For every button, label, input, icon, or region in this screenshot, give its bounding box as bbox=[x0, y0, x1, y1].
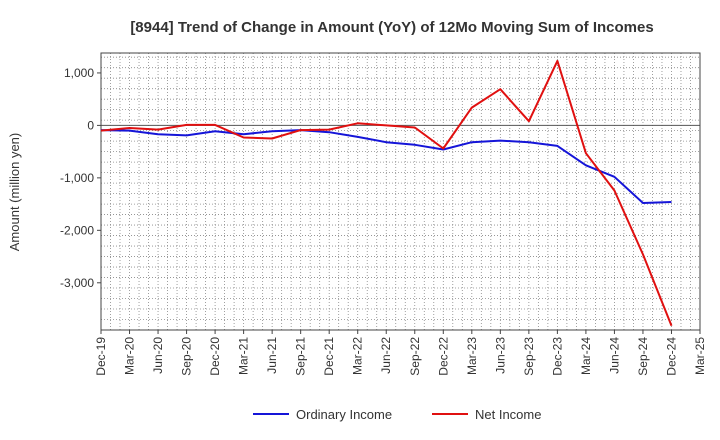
y-tick-label: 1,000 bbox=[64, 66, 94, 80]
gridlines bbox=[101, 53, 700, 330]
x-tick-label: Sep-22 bbox=[408, 337, 422, 376]
plot-border bbox=[100, 52, 701, 331]
x-tick-label: Jun-21 bbox=[265, 337, 279, 374]
axes: 1,000 0 -1,000 -2,000 -3,000 Dec-19 Mar-20 Jun-… bbox=[60, 52, 707, 376]
x-tick-label: Mar-21 bbox=[237, 337, 251, 375]
x-tick-label: Dec-21 bbox=[322, 337, 336, 376]
x-tick-label: Sep-24 bbox=[636, 337, 650, 376]
x-tick-label: Jun-20 bbox=[151, 337, 165, 374]
series-lines bbox=[100, 59, 673, 327]
x-tick-label: Sep-21 bbox=[294, 337, 308, 376]
chart-title: [8944] Trend of Change in Amount (YoY) o… bbox=[130, 19, 653, 36]
series-line-net-income bbox=[100, 59, 673, 327]
x-tick-label: Jun-23 bbox=[493, 337, 507, 374]
x-tick-label: Sep-20 bbox=[180, 337, 194, 376]
x-tick-label: Dec-24 bbox=[664, 337, 678, 376]
y-axis-label: Amount (million yen) bbox=[7, 133, 22, 252]
y-tick-label: -1,000 bbox=[60, 171, 94, 185]
x-tick-label: Mar-23 bbox=[465, 337, 479, 375]
legend-label: Net Income bbox=[475, 407, 541, 422]
x-tick-label: Mar-20 bbox=[123, 337, 137, 375]
x-tick-label: Sep-23 bbox=[522, 337, 536, 376]
x-tick-label: Jun-24 bbox=[607, 337, 621, 374]
y-tick-label: -3,000 bbox=[60, 276, 94, 290]
series-line-ordinary-income bbox=[100, 129, 672, 204]
x-tick-label: Dec-22 bbox=[436, 337, 450, 376]
plot-area bbox=[101, 53, 700, 330]
x-tick-label: Jun-22 bbox=[379, 337, 393, 374]
y-tick-label: 0 bbox=[87, 118, 94, 132]
x-tick-label: Dec-23 bbox=[550, 337, 564, 376]
x-tick-label: Dec-20 bbox=[208, 337, 222, 376]
x-tick-label: Dec-19 bbox=[94, 337, 108, 376]
x-tick-label: Mar-25 bbox=[693, 337, 707, 375]
legend: Ordinary Income Net Income bbox=[253, 407, 541, 422]
legend-label: Ordinary Income bbox=[296, 407, 392, 422]
x-tick-label: Mar-24 bbox=[579, 337, 593, 375]
x-tick-label: Mar-22 bbox=[351, 337, 365, 375]
y-tick-label: -2,000 bbox=[60, 223, 94, 237]
